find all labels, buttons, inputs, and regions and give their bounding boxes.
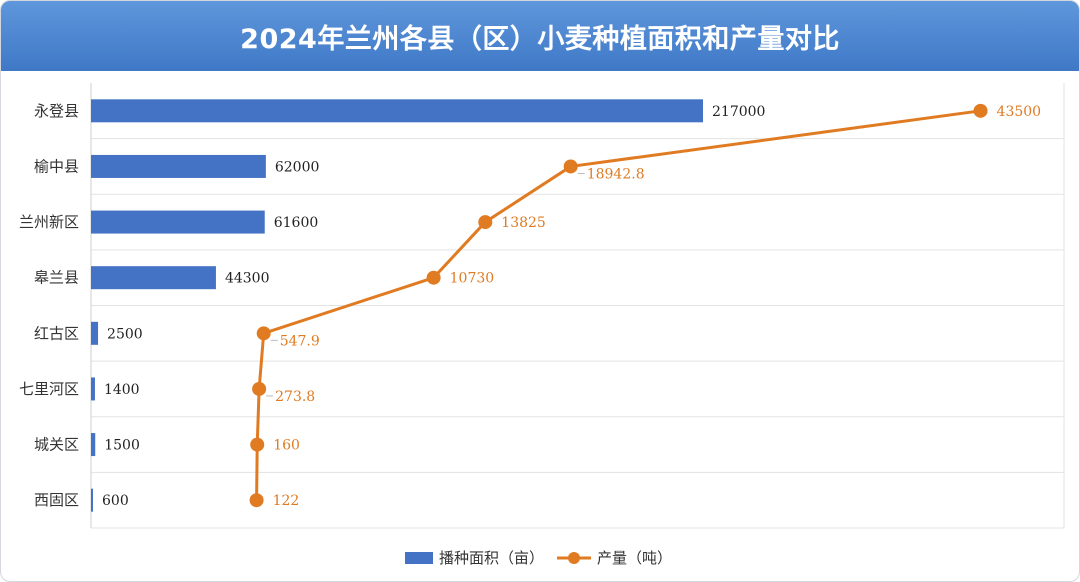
area-bar [91, 377, 95, 401]
production-point-label: 10730 [450, 271, 495, 287]
legend-label-area: 播种面积（亩） [439, 549, 544, 567]
production-point [563, 159, 578, 174]
area-bar [91, 266, 216, 290]
area-bar [91, 210, 265, 234]
title-banner: 2024年兰州各县（区）小麦种植面积和产量对比 [1, 1, 1079, 71]
area-bar [91, 321, 99, 345]
production-point [426, 270, 441, 285]
area-bar [91, 433, 96, 457]
production-point-label: 547.9 [280, 333, 320, 349]
area-bar-label: 600 [102, 493, 129, 509]
production-point [256, 326, 271, 341]
category-label: 城关区 [34, 436, 79, 454]
production-point-label: 122 [273, 493, 300, 509]
area-bar-label: 1500 [104, 438, 140, 454]
production-point-label: 160 [273, 438, 300, 454]
production-point [973, 103, 988, 118]
category-label: 七里河区 [19, 380, 79, 398]
chart-title: 2024年兰州各县（区）小麦种植面积和产量对比 [240, 23, 840, 55]
category-label: 永登县 [34, 102, 79, 120]
legend-label-production: 产量（吨） [597, 549, 672, 567]
category-label: 皋兰县 [34, 269, 79, 287]
production-point [250, 437, 265, 452]
area-bar-label: 2500 [107, 326, 143, 342]
area-bar-label: 61600 [274, 215, 319, 231]
production-point-label: 43500 [997, 104, 1042, 120]
area-bar-label: 44300 [225, 271, 270, 287]
area-bar [91, 488, 93, 512]
legend-line-marker [568, 552, 580, 564]
category-label: 西固区 [34, 491, 79, 509]
production-point-label: 18942.8 [587, 166, 645, 182]
area-bar [91, 154, 266, 178]
production-line [255, 109, 981, 501]
production-point-label: 13825 [501, 215, 546, 231]
production-point [249, 493, 264, 508]
category-label: 兰州新区 [19, 213, 79, 231]
legend-bar-swatch [405, 552, 433, 564]
category-label: 榆中县 [34, 157, 79, 175]
production-point [252, 381, 267, 396]
production-point-label: 273.8 [275, 389, 315, 405]
production-point [478, 215, 493, 230]
area-bar-label: 217000 [712, 104, 765, 120]
category-label: 红古区 [34, 324, 79, 342]
area-bar-label: 62000 [275, 159, 320, 175]
area-bar-label: 1400 [104, 382, 140, 398]
area-bar [91, 99, 704, 123]
